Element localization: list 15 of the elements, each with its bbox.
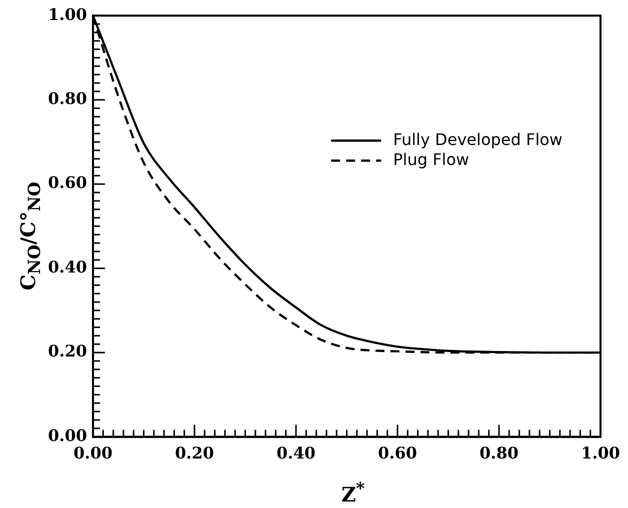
x-tick-label: 0.00 — [73, 444, 112, 463]
y-tick-label: 0.00 — [48, 426, 87, 445]
x-tick-label: 0.20 — [174, 444, 214, 463]
legend-label: Plug Flow — [393, 150, 470, 169]
y-tick-label: 1.00 — [48, 4, 87, 24]
y-tick-label: 0.20 — [48, 342, 87, 361]
y-tick-label: 0.60 — [48, 173, 87, 192]
legend-label: Fully Developed Flow — [393, 130, 563, 149]
x-tick-label: 1.00 — [581, 444, 620, 463]
x-axis-title: Z$^{*}$ — [341, 478, 365, 507]
y-tick-label: 0.40 — [48, 257, 87, 276]
x-tick-label: 0.60 — [378, 444, 417, 463]
x-tick-label: 0.40 — [276, 444, 316, 463]
x-tick-label: 0.80 — [480, 444, 518, 463]
y-tick-label: 0.80 — [48, 88, 87, 108]
